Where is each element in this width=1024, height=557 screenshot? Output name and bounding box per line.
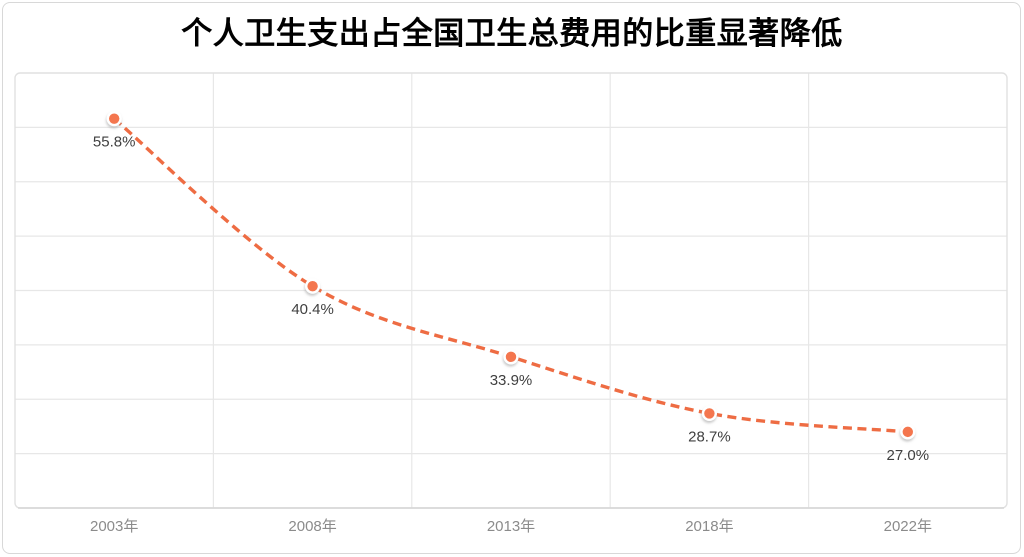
data-point-label: 28.7% [688, 428, 731, 445]
x-axis-tick-label: 2008年 [288, 518, 336, 535]
data-point-label: 55.8% [93, 134, 136, 151]
data-point-marker [704, 408, 715, 419]
data-point-label: 40.4% [291, 301, 334, 318]
data-point-label: 27.0% [887, 447, 930, 464]
data-point-marker [505, 351, 517, 363]
data-point-marker [307, 280, 318, 292]
data-point-marker [902, 426, 913, 438]
x-axis-tick-label: 2022年 [884, 518, 932, 535]
chart-title: 个人卫生支出占全国卫生总费用的比重显著降低 [181, 16, 843, 51]
data-point-label: 33.9% [490, 372, 533, 389]
x-axis-tick-label: 2003年 [90, 518, 138, 535]
x-axis-tick-label: 2013年 [487, 518, 535, 535]
data-point-marker [109, 113, 120, 124]
x-axis-tick-label: 2018年 [685, 518, 733, 535]
